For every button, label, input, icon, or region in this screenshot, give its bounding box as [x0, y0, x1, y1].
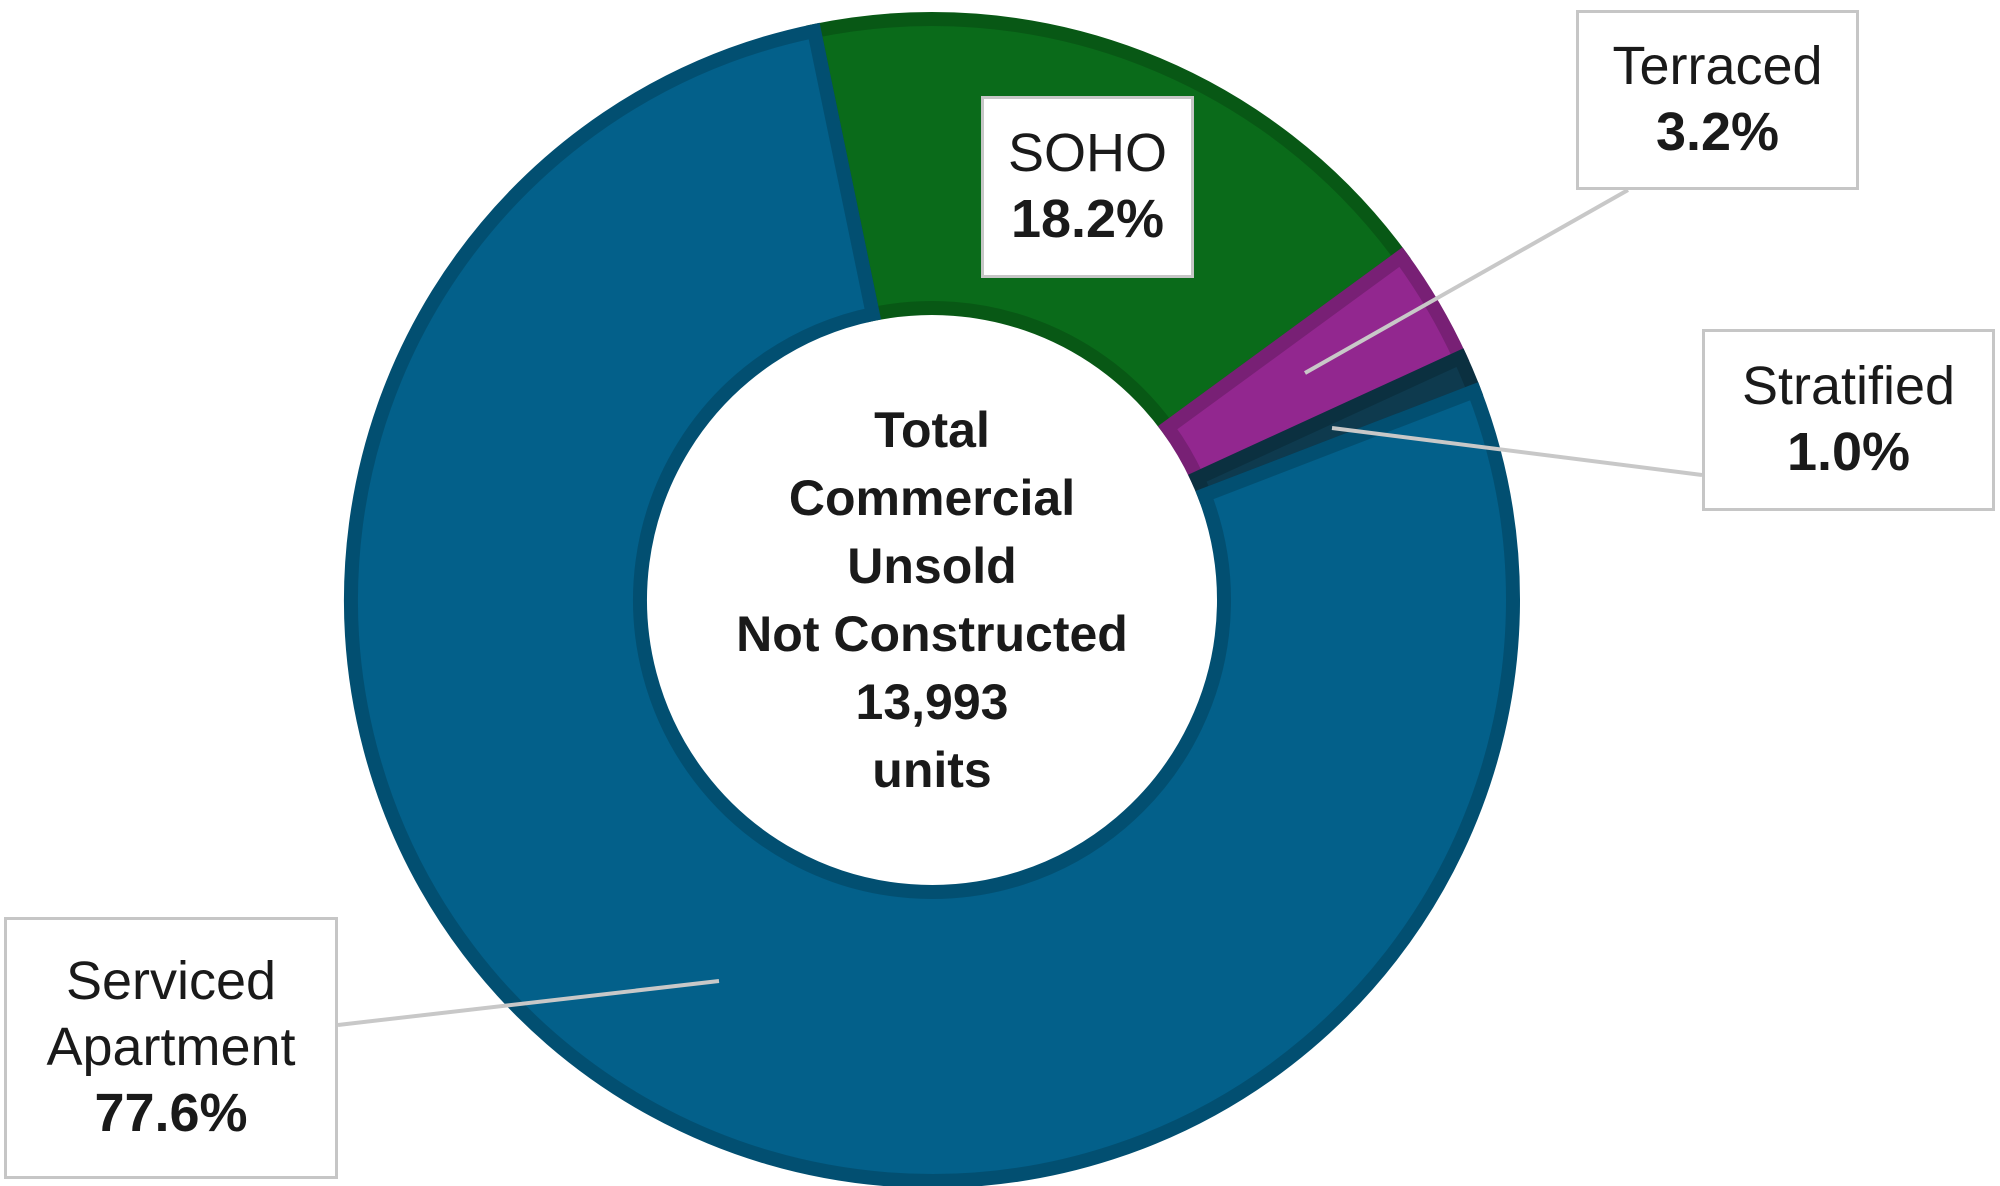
data-label: Terraced 3.2% — [1576, 10, 1859, 190]
data-label: Stratified 1.0% — [1702, 329, 1995, 511]
label-value: 18.2% — [1010, 189, 1165, 249]
label-value: 3.2% — [1655, 102, 1780, 162]
center-text-line: units — [872, 742, 992, 798]
label-name: Terraced — [1612, 36, 1823, 97]
center-label: Total Commercial Unsold Not Constructed 13,9… — [682, 390, 1182, 810]
donut-slice — [344, 22, 1520, 1186]
leader-line — [1331, 426, 1703, 477]
data-label: SOHO 18.2% — [981, 96, 1194, 278]
leader-line — [337, 979, 720, 1027]
label-value: 77.6% — [94, 1082, 248, 1143]
data-label: Serviced Apartment 77.6% — [4, 917, 338, 1179]
label-name: SOHO — [1007, 123, 1168, 184]
center-text-line: Unsold — [847, 538, 1017, 594]
label-name: Serviced Apartment — [46, 951, 296, 1078]
leader-lines — [337, 188, 1703, 1027]
center-text-line: 13,993 — [855, 674, 1009, 730]
center-text-line: Not Constructed — [736, 606, 1128, 662]
center-text-line: Total — [874, 402, 990, 458]
leader-line — [1304, 188, 1629, 375]
label-value: 1.0% — [1786, 422, 1911, 482]
center-text-line: Commercial — [788, 470, 1076, 526]
label-name: Stratified — [1741, 356, 1956, 417]
